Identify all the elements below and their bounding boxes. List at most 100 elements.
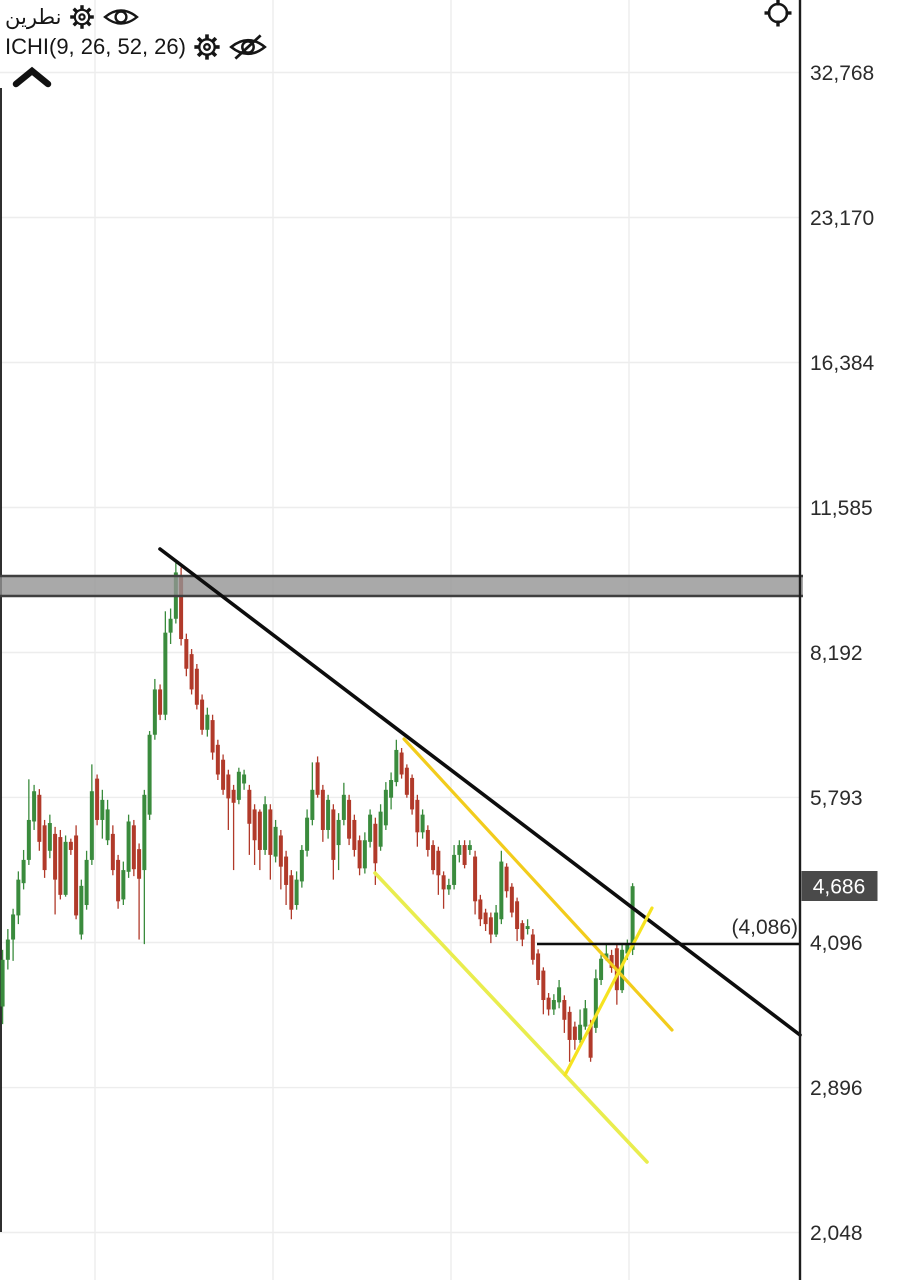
last-price-label: 4,686 xyxy=(813,876,866,899)
candles xyxy=(0,562,635,1062)
candle xyxy=(47,814,52,859)
candle xyxy=(420,809,425,839)
settings-icon[interactable] xyxy=(192,32,222,62)
axis-label: 8,192 xyxy=(810,642,863,665)
candle xyxy=(147,731,152,820)
candle xyxy=(425,825,430,857)
chevron-up-icon[interactable] xyxy=(11,66,53,90)
candle xyxy=(205,707,210,737)
candle xyxy=(131,819,136,877)
symbol-title: نطرين xyxy=(5,5,62,29)
candle xyxy=(326,794,331,839)
legend-panel: نطرين ICHI(9, xyxy=(5,2,268,95)
resistance-band[interactable] xyxy=(0,576,803,596)
channel-lower-line[interactable] xyxy=(373,871,649,1164)
candle xyxy=(116,854,121,909)
candle xyxy=(583,1000,588,1030)
candle xyxy=(84,850,89,910)
symbol-legend-row[interactable]: نطرين xyxy=(5,2,268,32)
candle xyxy=(142,789,147,945)
candle xyxy=(242,769,247,790)
candle xyxy=(509,883,514,918)
settings-icon[interactable] xyxy=(68,3,96,31)
candle xyxy=(467,840,472,855)
channel-upper-line[interactable] xyxy=(402,737,674,1032)
candle xyxy=(278,829,283,890)
axis-label: 32,768 xyxy=(810,62,874,85)
candle xyxy=(593,969,598,1033)
candle xyxy=(394,739,399,787)
candle xyxy=(226,769,231,830)
candle xyxy=(100,789,105,839)
candle xyxy=(578,1009,583,1044)
candle xyxy=(541,967,546,1015)
price-level-label: (4,086) xyxy=(731,916,798,939)
candle xyxy=(341,782,346,826)
candle xyxy=(478,894,483,927)
indicator-label: ICHI(9, 26, 52, 26) xyxy=(5,34,186,59)
candle xyxy=(368,809,373,848)
candle xyxy=(68,838,73,855)
candle xyxy=(504,863,509,898)
candle xyxy=(557,979,562,1009)
candle xyxy=(63,835,68,897)
candle xyxy=(110,825,115,876)
candle xyxy=(310,762,315,826)
candle xyxy=(383,782,388,830)
candle xyxy=(37,789,42,851)
candle xyxy=(284,850,289,906)
axis-label: 23,170 xyxy=(810,207,874,230)
candle xyxy=(158,684,163,721)
candle xyxy=(79,879,84,940)
candle xyxy=(494,905,499,938)
crosshair-icon[interactable] xyxy=(760,0,796,32)
candle xyxy=(299,845,304,888)
candle xyxy=(441,871,446,909)
candle xyxy=(268,804,273,880)
candle xyxy=(315,756,320,798)
rising-support-line[interactable] xyxy=(563,906,654,1077)
eye-icon[interactable] xyxy=(102,3,140,31)
indicator-legend-row[interactable]: ICHI(9, 26, 52, 26) xyxy=(5,32,268,62)
candle xyxy=(446,878,451,895)
candle xyxy=(357,835,362,876)
axis-label: 4,096 xyxy=(810,932,863,955)
candle xyxy=(336,813,341,871)
candle xyxy=(252,804,257,865)
candle xyxy=(572,1021,577,1050)
axis-label: 2,896 xyxy=(810,1077,863,1100)
candle xyxy=(32,784,37,830)
candle xyxy=(431,840,436,875)
candle xyxy=(436,846,441,895)
candle xyxy=(551,994,556,1015)
candle xyxy=(89,764,94,865)
candle xyxy=(331,804,336,880)
candle xyxy=(168,608,173,645)
candle xyxy=(452,845,457,890)
candle xyxy=(42,819,47,878)
candle xyxy=(347,794,352,846)
candle xyxy=(210,714,215,760)
candle xyxy=(305,809,310,857)
candle xyxy=(362,832,367,874)
candle xyxy=(404,764,409,798)
candle xyxy=(289,870,294,920)
candle xyxy=(263,796,268,855)
candle xyxy=(0,949,5,1025)
candle xyxy=(473,850,478,915)
candle xyxy=(530,929,535,965)
axis-label: 11,585 xyxy=(810,497,873,520)
candle xyxy=(410,774,415,815)
candle xyxy=(294,871,299,910)
downtrend-line[interactable] xyxy=(158,547,802,1037)
candle xyxy=(567,1006,572,1062)
eye-off-icon[interactable] xyxy=(228,32,268,62)
last-price-badge xyxy=(801,871,878,901)
candle xyxy=(74,825,79,920)
candle xyxy=(378,804,383,851)
candle xyxy=(257,809,262,871)
candle xyxy=(95,774,100,826)
axis-label: 2,048 xyxy=(810,1222,863,1245)
candle xyxy=(5,929,10,970)
